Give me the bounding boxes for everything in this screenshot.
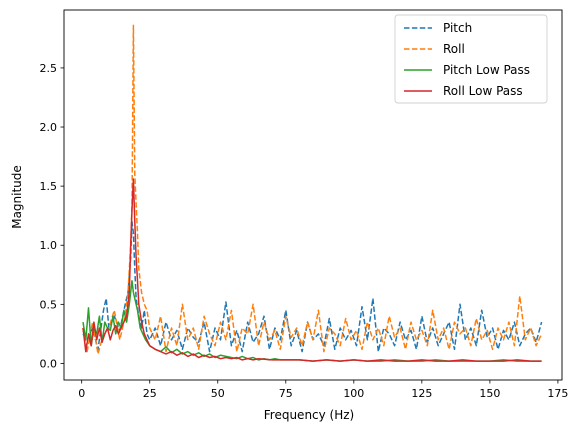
series-line-3 <box>82 178 542 362</box>
y-axis-ticks: 0.0 0.5 1.0 1.5 2.0 2.5 <box>40 62 64 370</box>
y-tick-label: 0.5 <box>40 298 58 311</box>
y-axis-label: Magnitude <box>10 165 24 229</box>
y-tick-label: 2.0 <box>40 121 58 134</box>
x-tick-label: 50 <box>211 387 225 400</box>
x-tick-label: 0 <box>78 387 85 400</box>
legend-label-3: Roll Low Pass <box>443 84 523 98</box>
x-tick-label: 125 <box>411 387 432 400</box>
legend-frame <box>394 14 548 104</box>
x-axis-ticks: 0 25 50 75 100 125 150 175 <box>78 380 568 400</box>
x-tick-label: 75 <box>279 387 293 400</box>
series-line-0 <box>82 220 543 353</box>
series-line-1 <box>82 24 543 355</box>
y-tick-label: 2.5 <box>40 62 58 75</box>
legend-label-2: Pitch Low Pass <box>443 63 530 77</box>
plot-frame <box>63 9 563 381</box>
y-tick-label: 1.5 <box>40 180 58 193</box>
x-tick-label: 150 <box>479 387 500 400</box>
y-tick-label: 1.0 <box>40 239 58 252</box>
x-tick-label: 175 <box>547 387 568 400</box>
series-layer <box>82 24 543 362</box>
x-tick-label: 100 <box>343 387 364 400</box>
x-tick-label: 25 <box>143 387 157 400</box>
legend-label-0: Pitch <box>443 21 472 35</box>
y-tick-label: 0.0 <box>40 357 58 370</box>
legend: Pitch Roll Pitch Low Pass Roll Low Pass <box>394 14 548 104</box>
legend-label-1: Roll <box>443 42 465 56</box>
x-axis-label: Frequency (Hz) <box>264 408 355 422</box>
